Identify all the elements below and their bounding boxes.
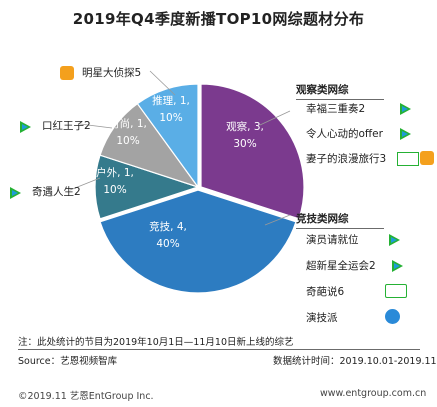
competition-item-3: 奇葩说6 [306,286,345,298]
website-text: www.entgroup.com.cn [320,388,427,399]
slice-label-时尚: 时尚, 1, [109,117,147,130]
slice-label-观察: 30% [233,138,256,150]
youku-icon [385,309,400,324]
competition-group: 竞技类网综 [296,211,426,229]
slice-label-时尚: 10% [116,135,139,147]
competition-item-2: 超新星全运会2 [306,260,376,272]
mango-tv-icon [420,151,434,165]
slice-label-观察: 观察, 3, [226,120,264,133]
footnote: 注：此处统计的节目为2019年10月1日—11月10日新上线的综艺 [18,337,294,348]
stat-time-text: 数据统计时间：2019.10.01-2019.11.10 [273,356,437,367]
tencent-video-icon [398,101,412,115]
observation-group: 观察类网综 [296,82,426,100]
iqiyi-icon [397,152,419,166]
tencent-video-icon [387,232,401,246]
competition-item-1: 演员请就位 [306,234,359,246]
slice-label-推理: 10% [159,112,182,124]
tencent-video-icon [390,258,404,272]
slice-label-竞技: 40% [156,238,179,250]
tencent-video-icon [18,119,32,133]
observation-item-2: 令人心动的offer [306,128,383,140]
leader-line [264,214,291,226]
slice-label-户外: 户外, 1, [96,166,134,179]
slice-label-推理: 推理, 1, [152,94,190,107]
callout-qiyu-label: 奇遇人生2 [32,186,81,198]
mango-tv-icon [60,66,74,80]
observation-item-3: 妻子的浪漫旅行3 [306,153,387,165]
pie-slice-观察 [200,83,305,220]
pie-slice-竞技 [99,189,297,294]
iqiyi-icon [385,284,407,298]
competition-item-4: 演技派 [306,312,338,324]
competition-divider [296,228,384,229]
leader-line [149,70,176,96]
observation-item-1: 幸福三重奏2 [306,103,366,115]
tencent-video-icon [8,185,22,199]
callout-kouhong-label: 口红王子2 [42,120,91,132]
copyright-text: ©2019.11 艺恩EntGroup Inc. [18,391,154,402]
callout-mingxing-label: 明星大侦探5 [82,67,142,79]
leader-line [79,123,113,129]
source-text: Source：艺恩视频智库 [18,356,118,367]
leader-line [259,110,291,126]
footer-divider [18,349,420,350]
competition-header: 竞技类网综 [296,213,349,225]
pie-slice-推理 [136,83,199,189]
chart-title: 2019年Q4季度新播TOP10网综题材分布 [72,10,365,28]
slice-label-户外: 10% [103,184,126,196]
leader-line [69,177,101,191]
observation-divider [296,99,384,100]
tencent-video-icon [398,126,412,140]
observation-header: 观察类网综 [296,84,349,96]
slice-label-竞技: 竞技, 4, [149,220,187,233]
